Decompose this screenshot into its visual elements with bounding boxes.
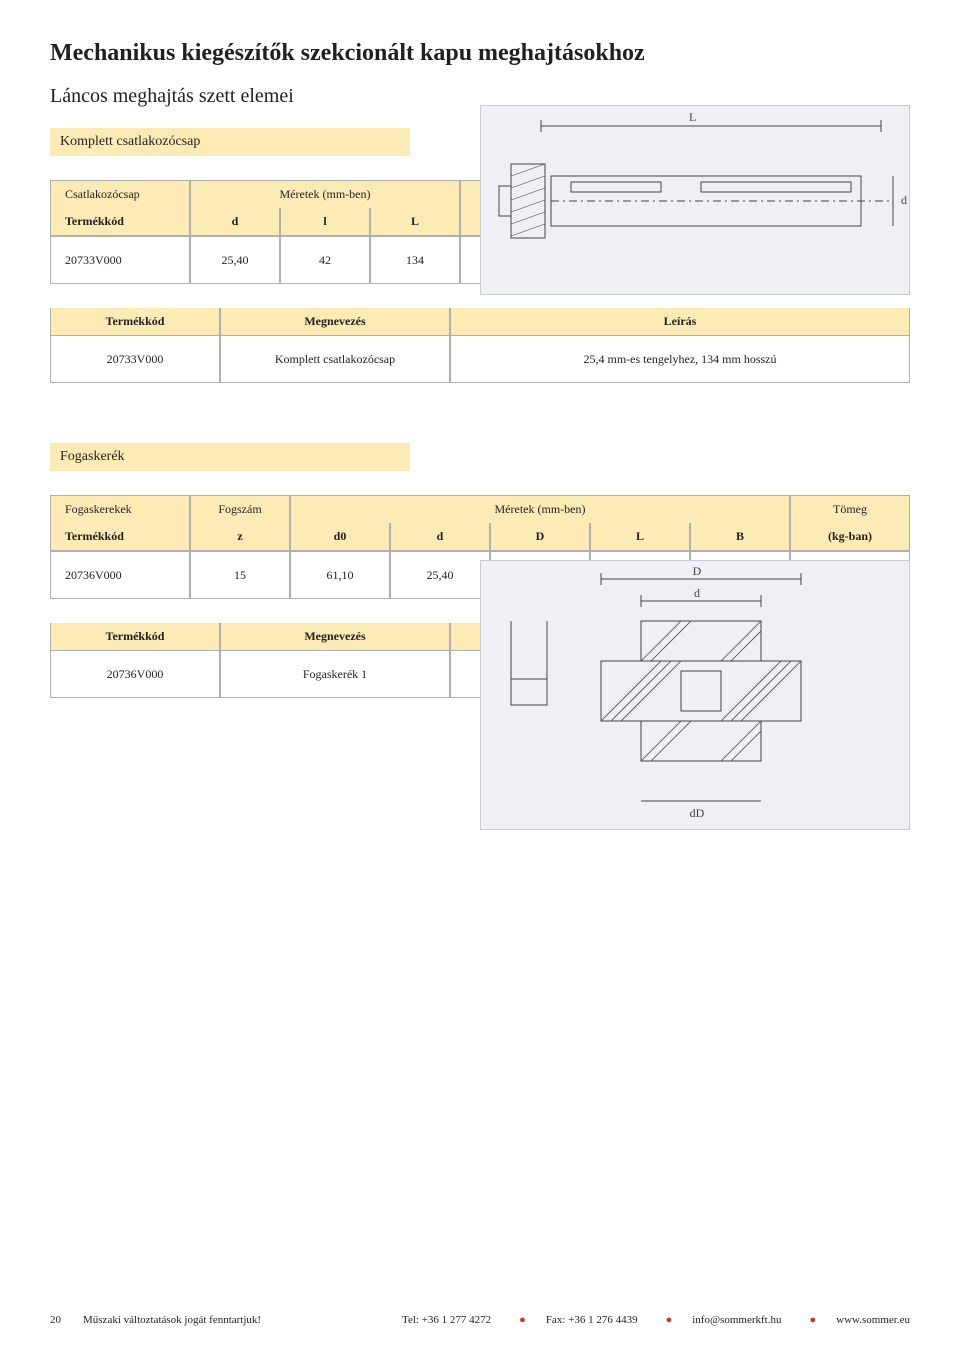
- footer-tel: Tel: +36 1 277 4272: [402, 1314, 491, 1326]
- cell-L: 134: [370, 236, 460, 284]
- th-megnevezes4: Megnevezés: [220, 623, 450, 650]
- th-d0: d0: [290, 523, 390, 551]
- table-shaft-desc: Termékkód Megnevezés Leírás 20733V000 Ko…: [50, 308, 910, 383]
- th-megnevezes: Megnevezés: [220, 308, 450, 335]
- cell-code: 20733V000: [50, 236, 190, 284]
- th-l: l: [280, 208, 370, 236]
- cell-l: 42: [280, 236, 370, 284]
- th-L: L: [370, 208, 460, 236]
- cell-z: 15: [190, 551, 290, 599]
- footer-email: info@sommerkft.hu: [692, 1314, 781, 1326]
- th-termekkod: Termékkód: [50, 208, 190, 236]
- svg-text:d: d: [901, 193, 907, 207]
- cell-name2: Komplett csatlakozócsap: [220, 335, 450, 383]
- page-title: Mechanikus kiegészítők szekcionált kapu …: [50, 40, 910, 67]
- cell-d: 25,40: [190, 236, 280, 284]
- svg-text:d: d: [694, 586, 700, 600]
- th-meretek3: Méretek (mm-ben): [290, 495, 790, 523]
- cell-desc2: 25,4 mm-es tengelyhez, 134 mm hosszú: [450, 335, 910, 383]
- bullet-icon: ●: [810, 1314, 817, 1326]
- th-tomeg3: Tömeg: [790, 495, 910, 523]
- th-csatlakozocsap: Csatlakozócsap: [50, 180, 190, 208]
- th-kgban3: (kg-ban): [790, 523, 910, 551]
- diagram-label-L: L: [689, 110, 696, 125]
- table-row: 20733V000 Komplett csatlakozócsap 25,4 m…: [50, 335, 910, 383]
- th-B3: B: [690, 523, 790, 551]
- th-termekkod3: Termékkód: [50, 523, 190, 551]
- th-z: z: [190, 523, 290, 551]
- svg-text:D: D: [693, 564, 702, 578]
- th-termekkod2: Termékkód: [50, 308, 220, 335]
- svg-text:dD: dD: [690, 806, 705, 820]
- bullet-icon: ●: [519, 1314, 526, 1326]
- th-fogaskerekek: Fogaskerekek: [50, 495, 190, 523]
- cell-d0: 61,10: [290, 551, 390, 599]
- cell-code2: 20733V000: [50, 335, 220, 383]
- shaft-svg: d: [481, 106, 911, 296]
- th-D3: D: [490, 523, 590, 551]
- page-number: 20: [50, 1314, 61, 1326]
- cell-code3: 20736V000: [50, 551, 190, 599]
- page-footer: 20 Műszaki változtatások jogát fenntartj…: [50, 1314, 910, 1326]
- footer-disclaimer: Műszaki változtatások jogát fenntartjuk!: [83, 1314, 261, 1326]
- technical-drawing-shaft: L d: [480, 105, 910, 295]
- th-d3: d: [390, 523, 490, 551]
- th-d: d: [190, 208, 280, 236]
- th-meretek: Méretek (mm-ben): [190, 180, 460, 208]
- cell-code4: 20736V000: [50, 650, 220, 698]
- th-fogszam: Fogszám: [190, 495, 290, 523]
- gear-svg: D d: [481, 561, 911, 831]
- technical-drawing-gear: D d: [480, 560, 910, 830]
- footer-fax: Fax: +36 1 276 4439: [546, 1314, 638, 1326]
- bullet-icon: ●: [666, 1314, 673, 1326]
- footer-web: www.sommer.eu: [836, 1314, 910, 1326]
- th-termekkod4: Termékkód: [50, 623, 220, 650]
- th-L3: L: [590, 523, 690, 551]
- cell-name4: Fogaskerék 1: [220, 650, 450, 698]
- cell-d3: 25,40: [390, 551, 490, 599]
- section-label-1: Komplett csatlakozócsap: [50, 128, 410, 156]
- section-label-2: Fogaskerék: [50, 443, 410, 471]
- th-leiras: Leírás: [450, 308, 910, 335]
